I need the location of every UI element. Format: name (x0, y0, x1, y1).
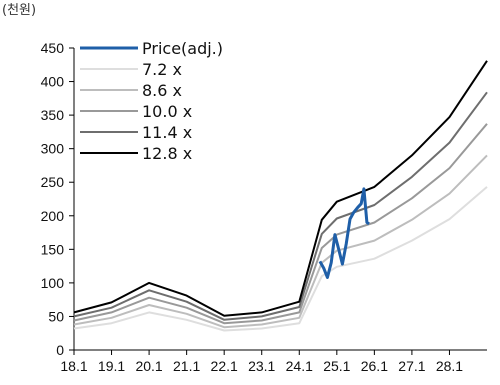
y-tick-label: 150 (41, 241, 65, 257)
legend-label: Price(adj.) (142, 39, 223, 58)
y-tick-label: 350 (41, 107, 65, 123)
y-tick-label: 50 (48, 308, 64, 324)
legend-label: 7.2 x (142, 60, 182, 79)
band-line-11-4-x (73, 91, 488, 321)
x-tick-label: 25.1 (323, 358, 350, 374)
legend-label: 11.4 x (142, 123, 192, 142)
x-tick-label: 23.1 (248, 358, 275, 374)
x-tick-label: 27.1 (398, 358, 425, 374)
legend-label: 10.0 x (142, 102, 192, 121)
legend-label: 8.6 x (142, 81, 182, 100)
x-tick-label: 18.1 (60, 358, 87, 374)
x-tick-label: 28.1 (436, 358, 463, 374)
y-tick-label: 200 (41, 208, 65, 224)
price-line (318, 187, 370, 279)
y-tick-label: 300 (41, 141, 65, 157)
x-tick-label: 26.1 (361, 358, 388, 374)
y-tick-label: 0 (56, 342, 64, 358)
y-axis: 0 50 100 150 200 250 300 350 400 450 (41, 40, 75, 358)
y-tick-label: 450 (41, 40, 65, 56)
legend: Price(adj.) 7.2 x 8.6 x 10.0 x 11.4 x 12.8 x (80, 39, 223, 163)
y-unit-label: (천원) (2, 3, 36, 18)
price-line-group (318, 187, 370, 279)
x-tick-label: 22.1 (211, 358, 238, 374)
x-tick-label: 20.1 (135, 358, 162, 374)
band-line-8-6-x (73, 154, 488, 329)
legend-label: 12.8 x (142, 144, 192, 163)
y-tick-label: 250 (41, 174, 65, 190)
band-line-7-2-x (73, 186, 488, 332)
band-line-10-0-x (73, 123, 488, 325)
y-tick-label: 100 (41, 275, 65, 291)
x-tick-label: 19.1 (98, 358, 125, 374)
x-axis: 18.1 19.1 20.1 21.1 22.1 23.1 24.1 25.1 26.1 27.1… (60, 349, 487, 374)
y-tick-label: 400 (41, 74, 65, 90)
x-tick-label: 24.1 (286, 358, 313, 374)
band-lines (73, 60, 488, 332)
band-line-12-8-x (73, 60, 488, 317)
x-tick-label: 21.1 (173, 358, 200, 374)
